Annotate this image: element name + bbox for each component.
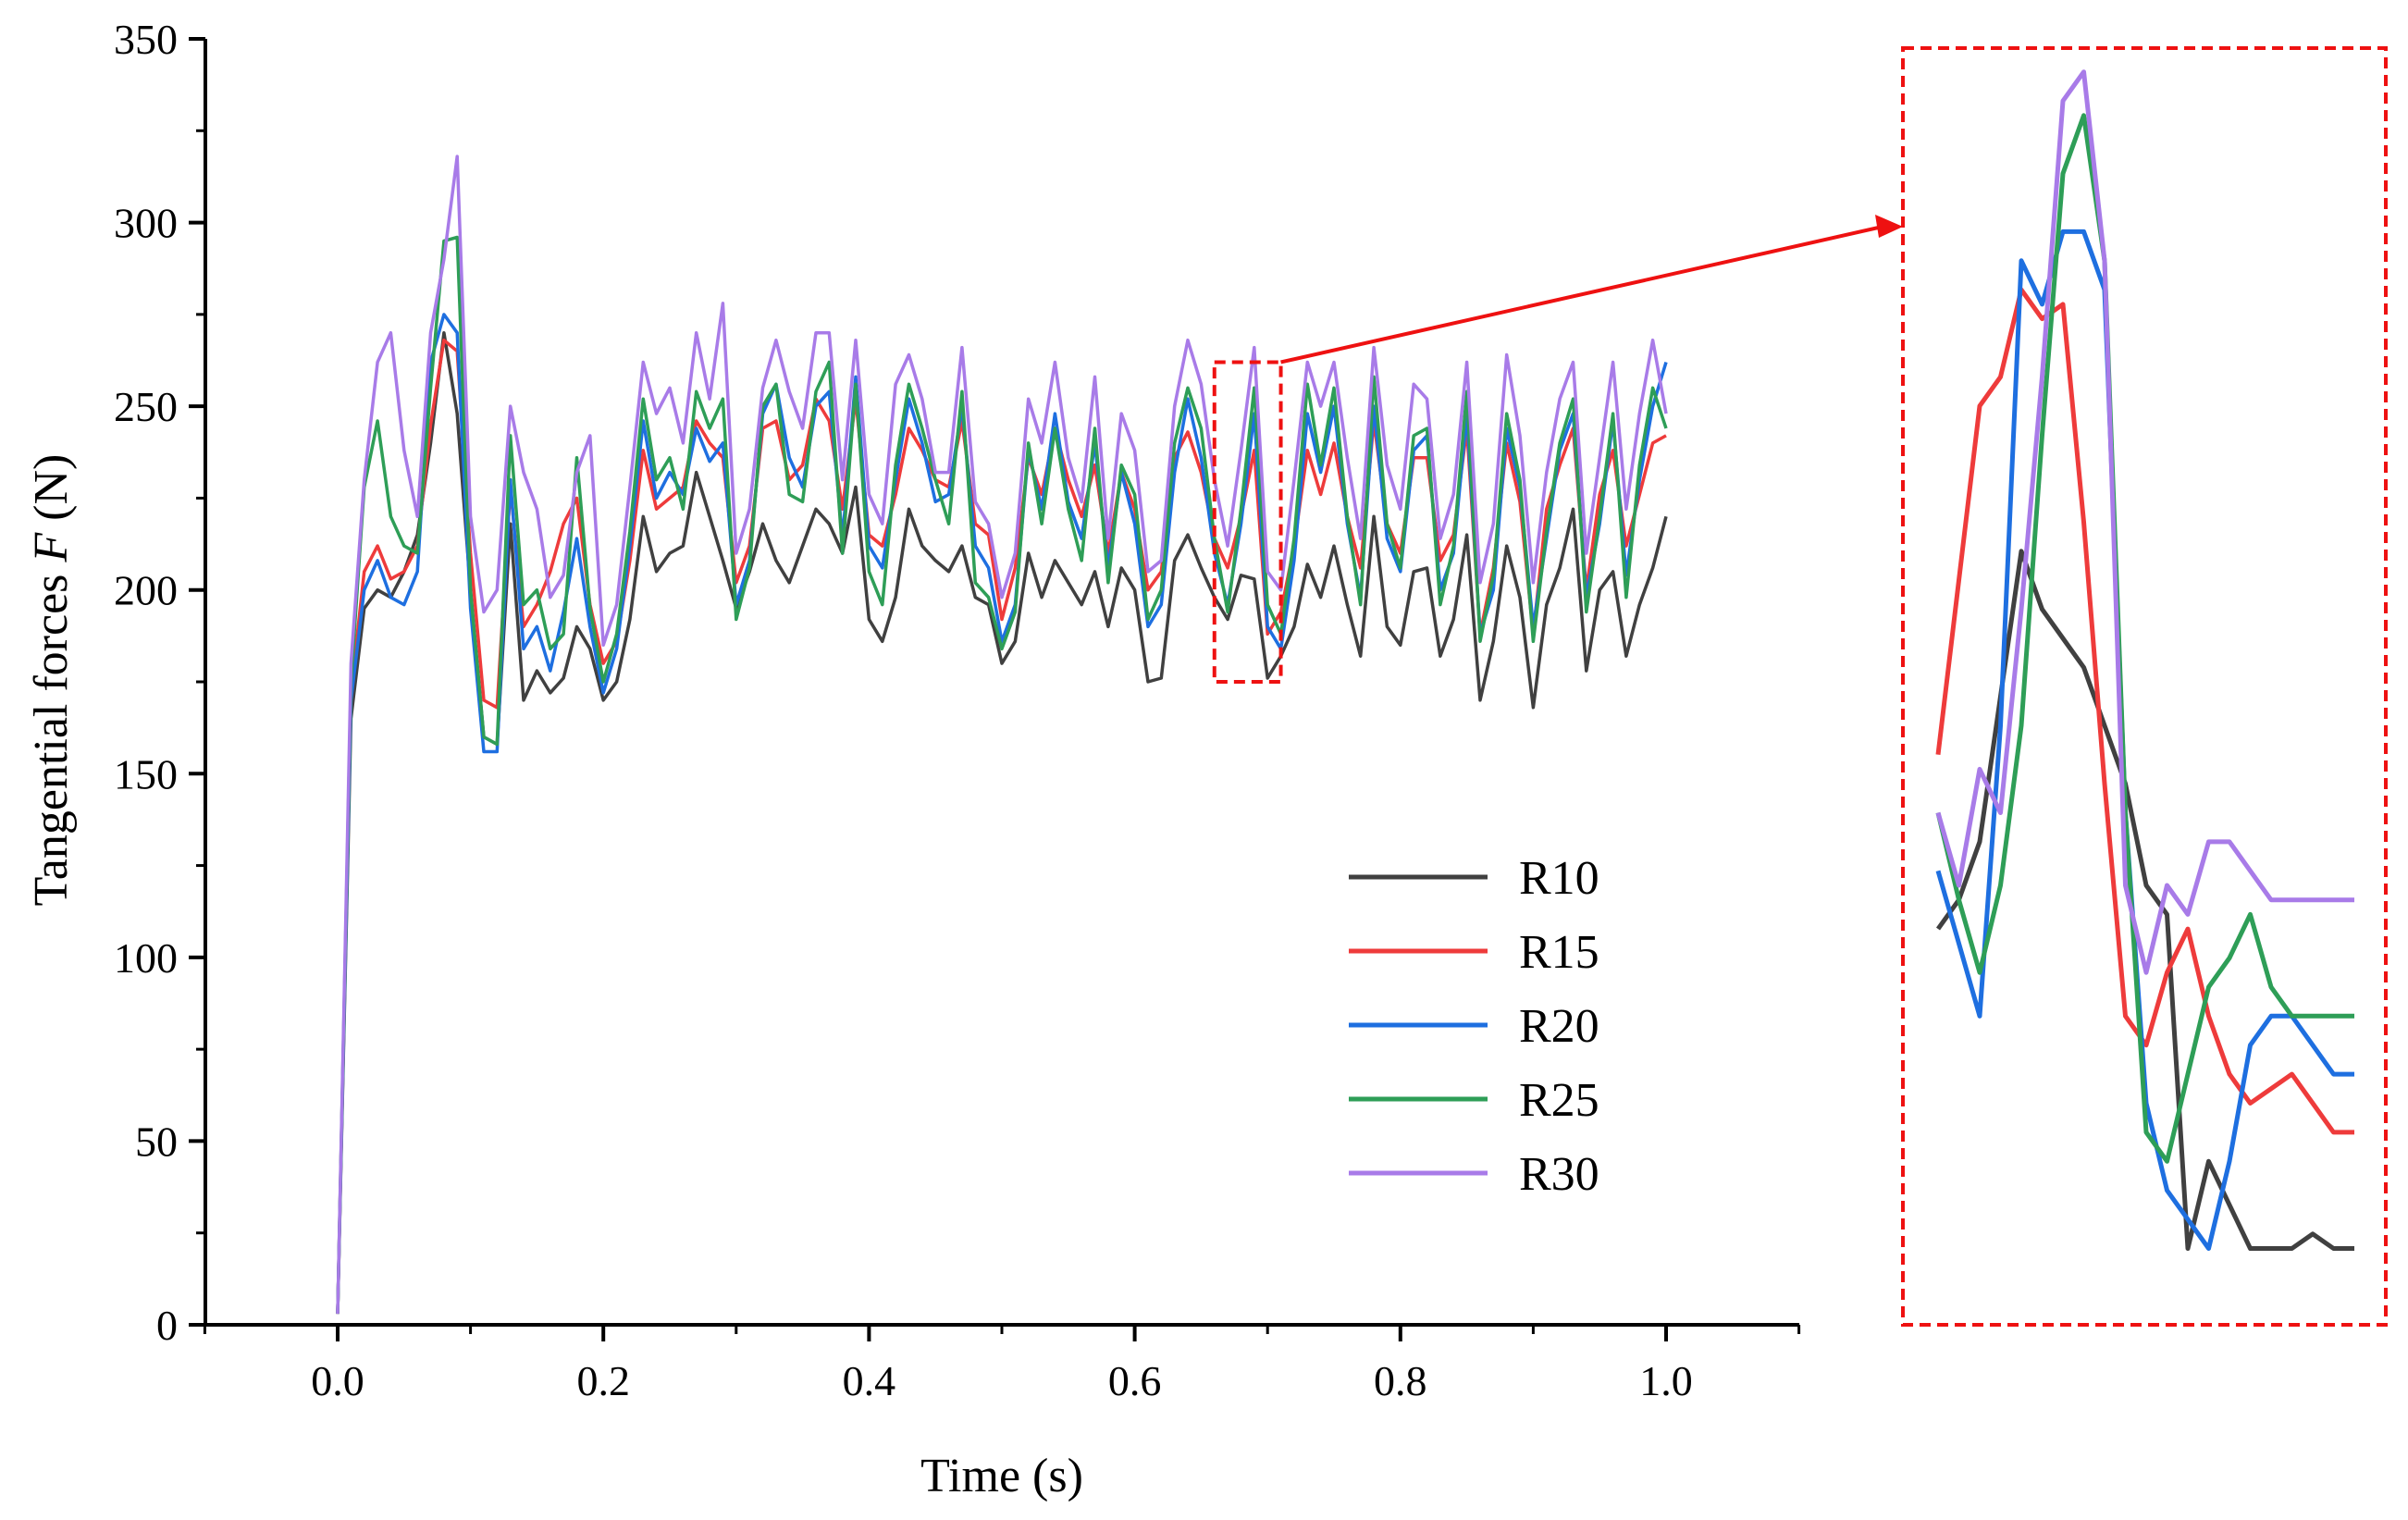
inset-series-line-r25 — [1935, 113, 2354, 1164]
zoom-arrow-head — [1875, 215, 1903, 238]
inset-chart — [1901, 46, 2388, 1327]
series-line-r25 — [336, 235, 1668, 1315]
series-line-r20 — [336, 313, 1668, 1315]
y-tick-label: 300 — [114, 200, 178, 247]
legend-label-r25: R25 — [1519, 1074, 1599, 1127]
x-tick-label: 0.6 — [1108, 1357, 1162, 1404]
main-series-layer — [336, 154, 1668, 1315]
inset-series-line-r10 — [1935, 549, 2354, 1251]
x-axis-title: Time (s) — [920, 1450, 1083, 1502]
legend-label-r20: R20 — [1519, 1000, 1599, 1053]
y-axis-title-unit: (N) — [25, 454, 78, 533]
x-ticks: 0.0 0.2 0.4 0.6 0.8 1.0 — [203, 1325, 1801, 1404]
y-tick-label: 150 — [114, 750, 178, 797]
main-chart: 0 50 100 150 200 250 300 350 0.0 0.2 0.4 0.6 0.8 1.0… — [25, 16, 1903, 1502]
series-line-r15 — [336, 338, 1667, 1315]
series-line-r30 — [336, 154, 1668, 1315]
y-tick-label: 250 — [114, 383, 178, 430]
y-tick-label: 100 — [114, 934, 178, 982]
y-axis-title-prefix: Tangential forces — [25, 562, 78, 907]
legend-label-r10: R10 — [1519, 852, 1599, 905]
x-tick-label: 0.4 — [843, 1357, 896, 1404]
inset-series-line-r15 — [1935, 287, 2354, 1135]
y-tick-label: 0 — [156, 1302, 178, 1349]
x-tick-label: 0.2 — [576, 1357, 630, 1404]
y-axis-title: Tangential forces F (N) — [25, 454, 78, 907]
inset-series-line-r30 — [1935, 69, 2354, 975]
y-axis-title-symbol: F — [25, 532, 78, 563]
y-tick-label: 200 — [114, 567, 178, 614]
x-tick-label: 1.0 — [1639, 1357, 1693, 1404]
legend-label-r30: R30 — [1519, 1148, 1599, 1201]
x-tick-label: 0.0 — [311, 1357, 364, 1404]
legend: R10 R15 R20 R25 R30 — [1349, 852, 1599, 1201]
zoom-connector-arrow — [1280, 225, 1883, 365]
series-line-r10 — [336, 330, 1668, 1315]
x-tick-label: 0.8 — [1374, 1357, 1427, 1404]
legend-label-r15: R15 — [1519, 926, 1599, 979]
y-tick-label: 50 — [135, 1118, 178, 1165]
inset-series-layer — [1935, 69, 2354, 1251]
y-ticks: 0 50 100 150 200 250 300 350 — [114, 16, 205, 1349]
y-tick-label: 350 — [114, 16, 178, 63]
